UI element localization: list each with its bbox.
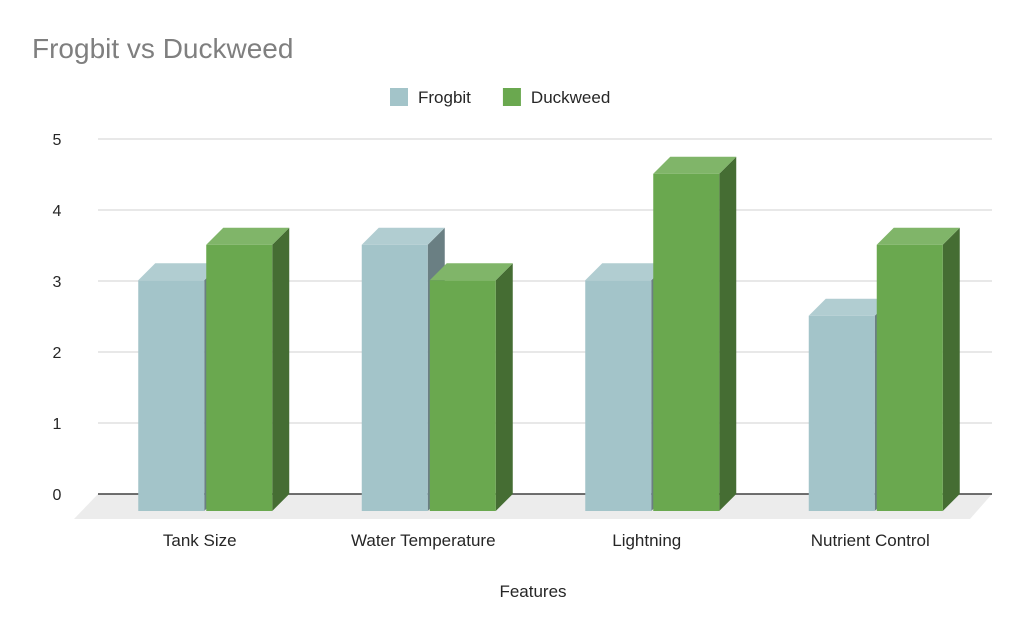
x-tick-label: Nutrient Control — [811, 531, 930, 550]
chart-floor — [74, 494, 992, 519]
y-tick-label: 4 — [53, 203, 62, 220]
bar-front — [876, 244, 943, 511]
bar-front — [138, 280, 205, 511]
x-axis: Tank Size Water Temperature Lightning Nutri… — [163, 531, 930, 550]
y-tick-label: 0 — [53, 487, 62, 504]
bar-duckweed — [653, 156, 737, 511]
y-axis: 0 1 2 3 4 5 — [53, 132, 62, 504]
bar-top — [206, 227, 290, 245]
legend: Frogbit Duckweed — [390, 88, 610, 107]
bar-side — [272, 227, 290, 511]
y-tick-label: 2 — [53, 345, 62, 362]
bar-front — [429, 280, 496, 511]
bar-duckweed — [876, 227, 960, 511]
legend-swatch — [390, 88, 408, 106]
chart-title: Frogbit vs Duckweed — [32, 33, 293, 64]
bar-top — [138, 263, 222, 281]
bar-top — [653, 156, 737, 174]
bar-side — [942, 227, 960, 511]
y-tick-label: 1 — [53, 416, 62, 433]
bar-front — [808, 315, 875, 511]
bar-front — [585, 280, 652, 511]
x-axis-title: Features — [499, 582, 566, 601]
x-tick-label: Water Temperature — [351, 531, 496, 550]
bar-top — [808, 298, 892, 316]
bar-top — [876, 227, 960, 245]
x-tick-label: Tank Size — [163, 531, 237, 550]
bar-top — [429, 263, 513, 281]
bar-front — [361, 244, 428, 511]
bars — [138, 156, 960, 511]
floor-plane — [74, 494, 992, 519]
legend-label: Frogbit — [418, 88, 471, 107]
x-tick-label: Lightning — [612, 531, 681, 550]
bar-top — [361, 227, 445, 245]
bar-top — [585, 263, 669, 281]
bar-front — [653, 173, 720, 511]
bar-side — [719, 156, 737, 511]
bar-duckweed — [429, 263, 513, 511]
legend-swatch — [502, 88, 521, 106]
bar-duckweed — [206, 227, 290, 511]
y-tick-label: 3 — [53, 274, 62, 291]
bar-front — [206, 244, 273, 511]
y-tick-label: 5 — [53, 132, 62, 149]
legend-label: Duckweed — [531, 88, 610, 107]
bar-side — [495, 263, 513, 511]
